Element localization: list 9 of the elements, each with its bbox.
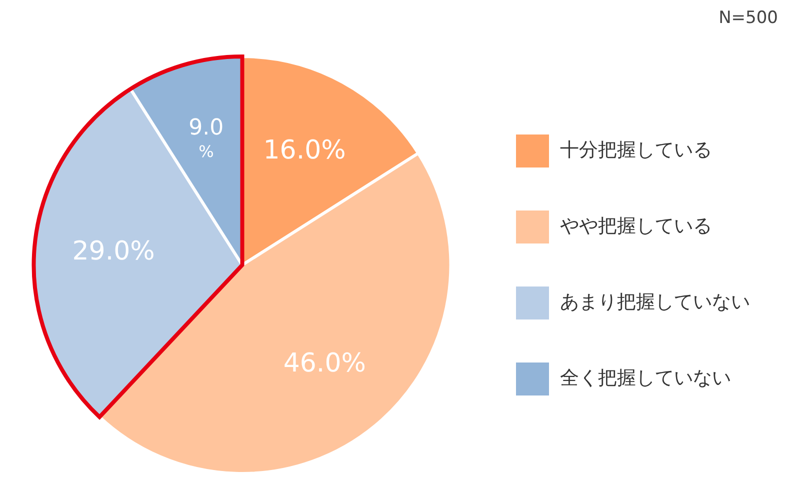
legend-label: 十分把握している <box>560 138 712 161</box>
data-label: 9.0% <box>188 116 224 162</box>
text: N=500 <box>718 8 778 28</box>
legend-label: やや把握している <box>560 214 712 237</box>
legend-label: あまり把握していない <box>560 290 750 313</box>
data-label: 29.0% <box>72 236 155 267</box>
legend-label: 全く把握していない <box>560 366 731 389</box>
data-label: 16.0% <box>263 135 346 166</box>
data-label: 46.0% <box>283 348 366 378</box>
